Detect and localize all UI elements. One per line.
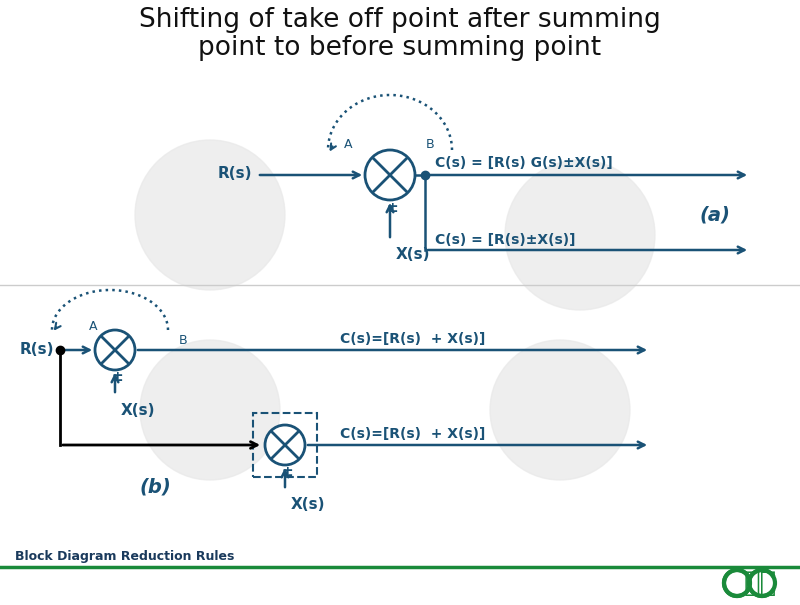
Text: point to before summing point: point to before summing point xyxy=(198,35,602,61)
Text: ±: ± xyxy=(111,370,123,384)
Text: (a): (a) xyxy=(699,206,730,224)
Text: Block Diagram Reduction Rules: Block Diagram Reduction Rules xyxy=(15,550,234,563)
Text: C(s)=[R(s)  + X(s)]: C(s)=[R(s) + X(s)] xyxy=(340,332,486,346)
Text: R(s): R(s) xyxy=(218,166,252,180)
Circle shape xyxy=(95,330,135,370)
Text: (b): (b) xyxy=(139,477,171,497)
Circle shape xyxy=(265,425,305,465)
Text: X(s): X(s) xyxy=(291,497,326,512)
Text: ±: ± xyxy=(281,465,293,479)
Text: +: + xyxy=(366,159,378,171)
Text: A: A xyxy=(89,319,98,333)
Circle shape xyxy=(135,140,285,290)
Text: ±: ± xyxy=(386,201,398,215)
Text: B: B xyxy=(426,139,434,151)
Text: X(s): X(s) xyxy=(121,403,155,418)
Text: C(s)=[R(s)  + X(s)]: C(s)=[R(s) + X(s)] xyxy=(340,427,486,441)
Text: Shifting of take off point after summing: Shifting of take off point after summing xyxy=(139,7,661,33)
Circle shape xyxy=(140,340,280,480)
Text: +: + xyxy=(266,431,276,443)
Circle shape xyxy=(490,340,630,480)
Text: C(s) = [R(s)±X(s)]: C(s) = [R(s)±X(s)] xyxy=(435,233,575,247)
Circle shape xyxy=(365,150,415,200)
Circle shape xyxy=(505,160,655,310)
Text: R(s): R(s) xyxy=(19,342,54,358)
Text: C(s) = [R(s) G(s)±X(s)]: C(s) = [R(s) G(s)±X(s)] xyxy=(435,156,613,170)
Text: ᗑᗑ: ᗑᗑ xyxy=(743,569,777,597)
Text: A: A xyxy=(344,139,352,151)
Text: +: + xyxy=(96,336,106,348)
Text: B: B xyxy=(178,333,187,347)
Text: X(s): X(s) xyxy=(396,247,430,262)
